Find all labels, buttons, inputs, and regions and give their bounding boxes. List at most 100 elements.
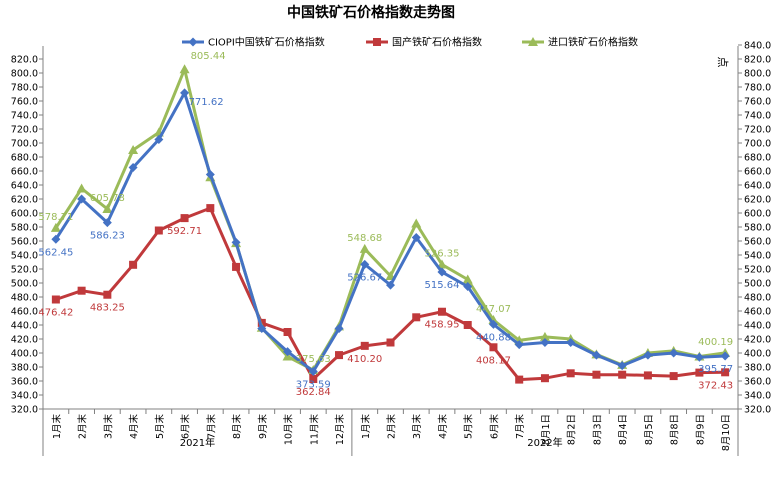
data-label: 362.84 xyxy=(296,387,331,398)
series-point xyxy=(386,338,395,347)
data-label: 605.78 xyxy=(90,193,125,204)
y-tick-label-left: 640.0 xyxy=(11,181,38,192)
y-tick-label-left: 340.0 xyxy=(11,391,38,402)
series-point xyxy=(695,368,704,377)
y-tick-label-left: 320.0 xyxy=(11,405,38,416)
legend-label: CIOPI中国铁矿石价格指数 xyxy=(208,36,325,49)
y-tick-label-left: 820.0 xyxy=(11,55,38,66)
x-tick-label: 5月末 xyxy=(154,414,166,440)
y-tick-label-left: 440.0 xyxy=(11,321,38,332)
y-tick-label-left: 420.0 xyxy=(11,335,38,346)
series-point xyxy=(257,324,267,333)
series-point xyxy=(669,372,678,381)
x-tick-label: 1月末 xyxy=(51,414,63,440)
series-point xyxy=(51,295,60,304)
series-point xyxy=(489,343,498,352)
series-point xyxy=(231,237,241,247)
y-tick-label-right: 340.0 xyxy=(744,391,771,402)
series-point xyxy=(102,203,113,213)
series-point xyxy=(308,366,318,376)
series-point xyxy=(412,313,421,322)
data-labels: 562.45 586.23 771.62 373.59 526.67 515.64 440.… xyxy=(38,51,733,398)
y-tick-label-left: 500.0 xyxy=(11,279,38,290)
series-point xyxy=(463,321,472,329)
series-point xyxy=(540,338,550,347)
data-label: 373.59 xyxy=(296,379,331,390)
series-point xyxy=(591,350,601,360)
series-point xyxy=(77,286,86,295)
y-tick-label-right: 760.0 xyxy=(744,97,771,108)
series-point xyxy=(566,338,576,347)
year-group-label: 2022年 xyxy=(527,436,562,449)
y-tick-label-left: 800.0 xyxy=(11,69,38,80)
x-tick-label: 11月末 xyxy=(308,414,320,446)
series-point xyxy=(462,274,473,284)
series-point xyxy=(334,324,344,333)
series-point xyxy=(411,218,422,228)
series-point xyxy=(309,375,318,384)
series-point xyxy=(206,204,215,213)
x-tick-label: 8月8日 xyxy=(670,414,681,445)
data-label: 372.43 xyxy=(698,380,733,391)
series-point xyxy=(360,259,370,269)
series-point xyxy=(51,234,61,244)
x-tick-label: 8月9日 xyxy=(695,414,706,445)
y-tick-label-right: 700.0 xyxy=(744,139,771,150)
y-tick-label-left: 520.0 xyxy=(11,265,38,276)
x-tick-label: 1月末 xyxy=(360,414,372,440)
data-label: 410.20 xyxy=(347,354,382,365)
y-tick-label-right: 780.0 xyxy=(744,83,771,94)
y-tick-label-right: 740.0 xyxy=(744,111,771,122)
x-tick-label: 9月末 xyxy=(257,414,269,440)
series-group xyxy=(50,64,731,384)
data-label: 592.71 xyxy=(167,226,202,237)
y-tick-label-left: 780.0 xyxy=(11,83,38,94)
x-tick-label: 3月末 xyxy=(411,414,423,440)
series-point xyxy=(386,280,395,290)
series-point xyxy=(540,374,549,383)
series-point xyxy=(154,135,164,144)
y-tick-label-right: 380.0 xyxy=(744,363,771,374)
series-point xyxy=(592,370,601,379)
y-tick-label-right: 580.0 xyxy=(744,223,771,234)
data-label: 375.63 xyxy=(296,354,331,365)
series-point xyxy=(411,233,421,242)
y-tick-label-left: 660.0 xyxy=(11,167,38,178)
y-tick-label-right: 460.0 xyxy=(744,307,771,318)
x-tick-label: 8月10日 xyxy=(721,414,732,451)
data-label: 395.77 xyxy=(698,364,733,375)
data-label: 586.23 xyxy=(90,231,125,242)
series-point xyxy=(283,347,293,357)
series-point xyxy=(128,163,138,172)
x-tick-label: 8月5日 xyxy=(644,414,655,445)
series-point xyxy=(359,243,370,253)
series-point xyxy=(694,352,704,362)
y-tick-label-left: 620.0 xyxy=(11,195,38,206)
data-label: 400.19 xyxy=(698,337,733,348)
y-tick-label-left: 740.0 xyxy=(11,111,38,122)
series-point xyxy=(437,307,446,316)
series-point xyxy=(77,194,87,204)
x-tick-label: 8月4日 xyxy=(618,414,629,445)
legend-marker xyxy=(528,37,538,46)
data-label: 408.17 xyxy=(476,355,511,366)
y-tick-label-right: 540.0 xyxy=(744,251,771,262)
data-label: 578.71 xyxy=(38,212,73,223)
legend-marker xyxy=(373,38,381,46)
x-tick-label: 2月末 xyxy=(386,414,398,440)
x-tick-label: 8月1日 xyxy=(541,414,552,445)
series-point xyxy=(720,351,730,361)
y-tick-label-right: 520.0 xyxy=(744,265,771,276)
series-point xyxy=(129,260,138,269)
y-tick-label-right: 560.0 xyxy=(744,237,771,248)
data-label: 476.42 xyxy=(38,308,73,319)
y-tick-label-right: 660.0 xyxy=(744,167,771,178)
y-tick-label-right: 360.0 xyxy=(744,377,771,388)
y-tick-label-left: 540.0 xyxy=(11,251,38,262)
data-label: 458.95 xyxy=(424,320,459,331)
y-tick-label-right: 480.0 xyxy=(744,293,771,304)
x-tick-label: 2月末 xyxy=(77,414,89,440)
y-tick-label-left: 460.0 xyxy=(11,307,38,318)
y-tick-label-right: 820.0 xyxy=(744,55,771,66)
